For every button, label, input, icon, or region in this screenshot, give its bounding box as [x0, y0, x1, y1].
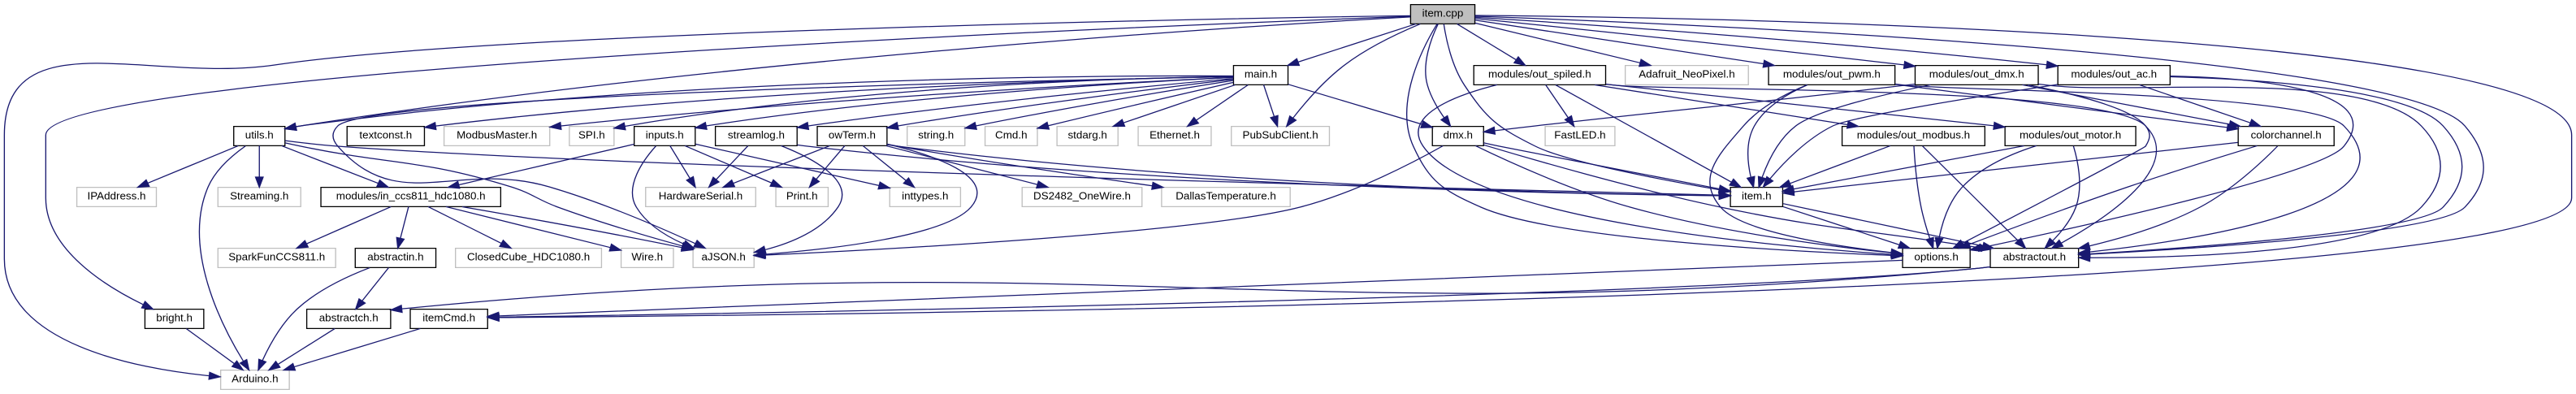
svg-text:main.h: main.h [1245, 68, 1277, 80]
svg-text:item.cpp: item.cpp [1422, 7, 1464, 19]
svg-text:abstractout.h: abstractout.h [2003, 251, 2066, 262]
svg-text:inttypes.h: inttypes.h [902, 190, 948, 201]
svg-text:modules/out_modbus.h: modules/out_modbus.h [1857, 129, 1970, 141]
svg-text:SPI.h: SPI.h [578, 129, 605, 141]
svg-text:aJSON.h: aJSON.h [701, 251, 745, 262]
svg-text:modules/out_spiled.h: modules/out_spiled.h [1488, 68, 1591, 80]
svg-text:FastLED.h: FastLED.h [1554, 129, 1605, 141]
svg-text:Cmd.h: Cmd.h [995, 129, 1027, 141]
svg-text:SparkFunCCS811.h: SparkFunCCS811.h [228, 251, 325, 262]
svg-text:DS2482_OneWire.h: DS2482_OneWire.h [1033, 190, 1131, 201]
svg-text:abstractch.h: abstractch.h [319, 312, 379, 323]
svg-text:utils.h: utils.h [245, 129, 274, 141]
svg-text:string.h: string.h [918, 129, 954, 141]
svg-text:dmx.h: dmx.h [1444, 129, 1474, 141]
svg-text:textconst.h: textconst.h [359, 129, 412, 141]
svg-text:streamlog.h: streamlog.h [728, 129, 785, 141]
svg-text:ModbusMaster.h: ModbusMaster.h [457, 129, 537, 141]
svg-text:itemCmd.h: itemCmd.h [422, 312, 475, 323]
svg-text:modules/in_ccs811_hdc1080.h: modules/in_ccs811_hdc1080.h [336, 190, 486, 201]
svg-text:stdarg.h: stdarg.h [1067, 129, 1106, 141]
svg-text:ClosedCube_HDC1080.h: ClosedCube_HDC1080.h [467, 251, 590, 262]
svg-text:item.h: item.h [1742, 190, 1772, 201]
svg-text:Wire.h: Wire.h [631, 251, 663, 262]
svg-text:modules/out_dmx.h: modules/out_dmx.h [1929, 68, 2024, 80]
svg-text:Adafruit_NeoPixel.h: Adafruit_NeoPixel.h [1639, 68, 1734, 80]
svg-text:DallasTemperature.h: DallasTemperature.h [1175, 190, 1276, 201]
svg-text:PubSubClient.h: PubSubClient.h [1243, 129, 1318, 141]
svg-text:modules/out_ac.h: modules/out_ac.h [2071, 68, 2157, 80]
svg-text:owTerm.h: owTerm.h [829, 129, 876, 141]
svg-text:options.h: options.h [1914, 251, 1958, 262]
svg-text:modules/out_pwm.h: modules/out_pwm.h [1783, 68, 1881, 80]
svg-text:Streaming.h: Streaming.h [230, 190, 288, 201]
svg-text:IPAddress.h: IPAddress.h [88, 190, 146, 201]
svg-text:modules/out_motor.h: modules/out_motor.h [2020, 129, 2121, 141]
svg-text:bright.h: bright.h [156, 312, 193, 323]
svg-text:inputs.h: inputs.h [646, 129, 684, 141]
svg-text:colorchannel.h: colorchannel.h [2251, 129, 2322, 141]
svg-text:HardwareSerial.h: HardwareSerial.h [659, 190, 743, 201]
svg-text:Ethernet.h: Ethernet.h [1149, 129, 1200, 141]
svg-text:abstractin.h: abstractin.h [367, 251, 423, 262]
svg-text:Print.h: Print.h [786, 190, 818, 201]
svg-text:Arduino.h: Arduino.h [232, 373, 278, 384]
